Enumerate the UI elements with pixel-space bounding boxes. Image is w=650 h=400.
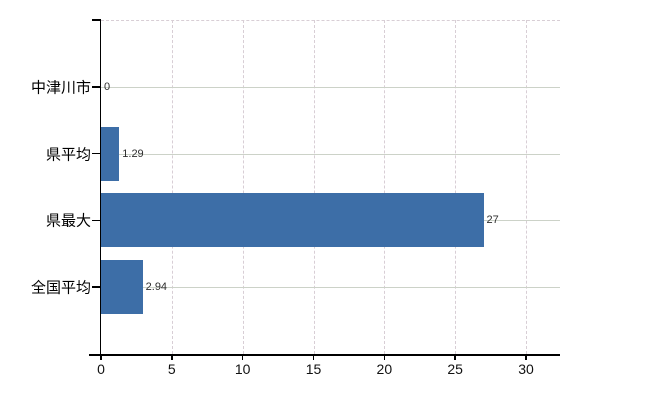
x-axis-tick-label: 0	[97, 361, 105, 377]
vertical-gridline	[384, 20, 386, 354]
x-axis-tick-label: 15	[305, 361, 322, 377]
bar-value-label: 2.94	[145, 281, 168, 294]
y-axis-top-tick	[92, 19, 101, 21]
category-label: 県最大	[45, 212, 91, 230]
horizontal-gridline	[101, 287, 560, 289]
vertical-gridline	[171, 20, 173, 354]
bar-value-label: 0	[104, 80, 111, 93]
horizontal-gridline	[101, 153, 560, 155]
x-axis-tick	[171, 354, 173, 360]
category-label: 全国平均	[30, 279, 91, 297]
vertical-gridline	[455, 20, 457, 354]
y-axis-line	[99, 20, 101, 356]
plot-top-border	[101, 20, 560, 21]
x-axis-line	[89, 354, 560, 356]
x-axis-tick	[525, 354, 527, 360]
bar-segment	[101, 193, 484, 248]
x-axis-tick-label: 5	[167, 361, 176, 377]
category-label: 県平均	[45, 146, 91, 164]
x-axis-tick	[241, 354, 244, 360]
y-axis-tick	[92, 286, 101, 288]
bar-segment	[101, 260, 143, 315]
horizontal-gridline	[101, 86, 560, 88]
x-axis-tick-label: 25	[447, 361, 463, 377]
bar-value-label: 1.29	[122, 147, 144, 160]
y-axis-tick	[92, 219, 101, 222]
x-axis-tick-label: 10	[234, 361, 251, 377]
vertical-gridline	[313, 20, 315, 354]
vertical-gridline	[242, 20, 244, 354]
bar-segment	[101, 126, 120, 181]
x-axis-tick-label: 20	[376, 361, 393, 377]
x-axis-tick	[454, 354, 456, 360]
x-axis-tick	[383, 354, 386, 360]
y-axis-tick	[92, 152, 101, 155]
x-axis-tick	[312, 354, 315, 360]
bar-value-label: 27	[486, 214, 499, 227]
x-axis-tick-label: 30	[518, 361, 534, 377]
y-axis-tick	[92, 86, 101, 88]
vertical-gridline	[526, 20, 527, 354]
category-label: 中津川市	[30, 79, 91, 97]
x-axis-tick	[100, 354, 102, 360]
